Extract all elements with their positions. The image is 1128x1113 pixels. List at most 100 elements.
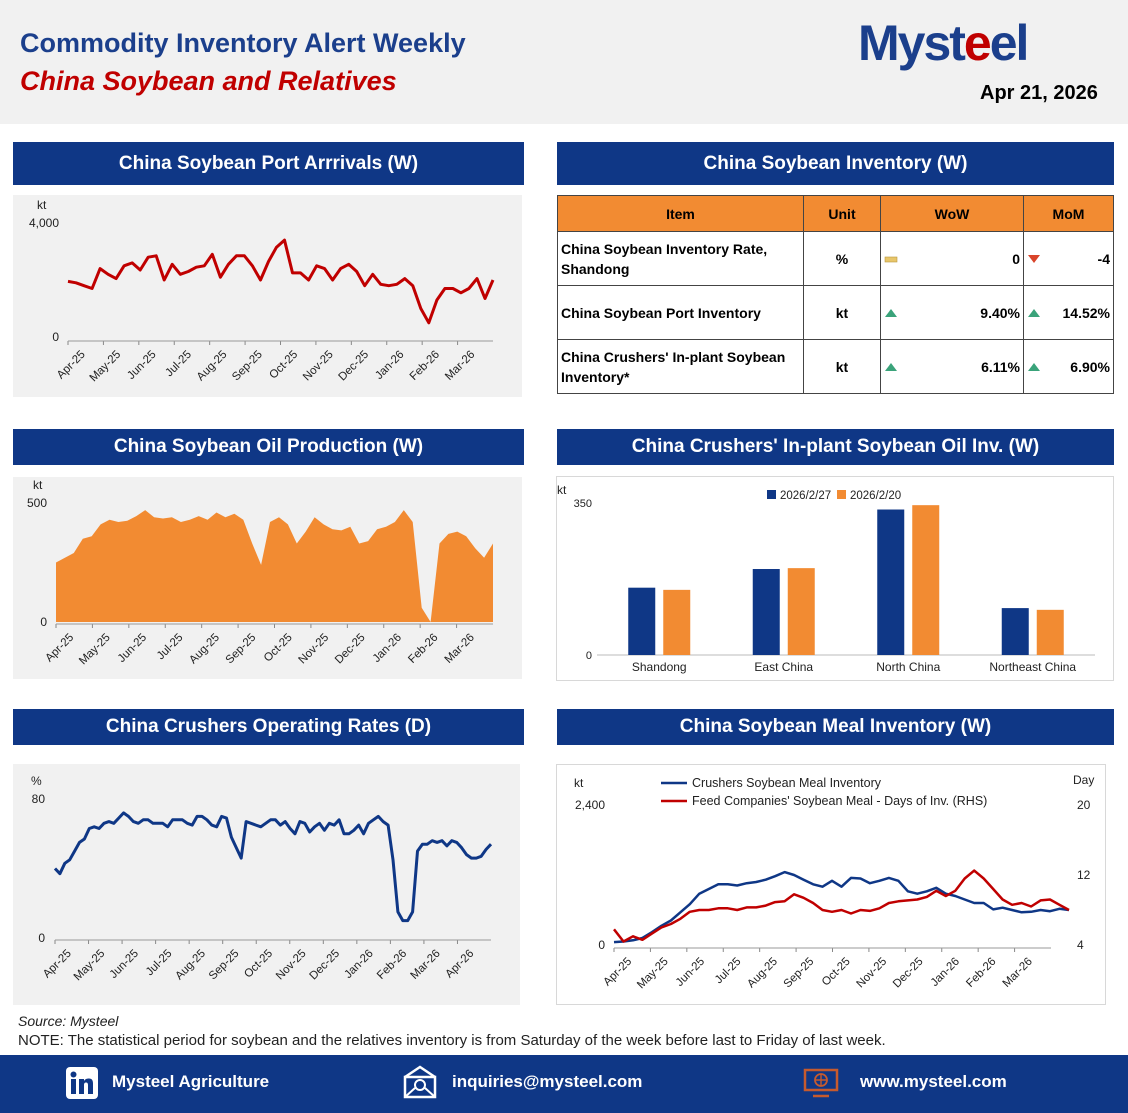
x-tick-label: Sep-25: [782, 956, 817, 991]
x-tick-label: Aug-25: [195, 349, 230, 384]
x-tick-label: Northeast China: [989, 660, 1076, 674]
meal-inventory-chart-panel: kt Day 0 2,400 4 12 20 Apr-25 May-25 Jun-25 Jul-25…: [556, 764, 1106, 1005]
wow-value: 9.40%: [980, 304, 1020, 321]
logo-part: el: [989, 15, 1030, 71]
y-tick-label: 80: [32, 792, 46, 806]
x-tick-label: Apr-25: [43, 632, 76, 665]
wow-value: 0: [1012, 250, 1020, 267]
footer-bar: Mysteel Agriculture inquiries@mysteel.co…: [0, 1055, 1128, 1113]
bar: [1036, 609, 1064, 655]
x-tick-label: Nov-25: [301, 349, 336, 384]
monitor-icon[interactable]: [803, 1068, 839, 1098]
item-cell: China Crushers' In-plant Soybean Invento…: [557, 339, 804, 394]
y-right-tick-label: 4: [1077, 938, 1084, 952]
y-tick-label: 2,400: [575, 798, 605, 812]
unit-cell: kt: [803, 285, 881, 340]
header-wow: WoW: [880, 195, 1024, 232]
line-series: [67, 238, 495, 325]
legend-swatch: [837, 490, 846, 499]
legend-label: Crushers Soybean Meal Inventory: [692, 776, 882, 790]
linkedin-icon[interactable]: [66, 1067, 98, 1099]
wow-cell: 6.11%: [880, 339, 1024, 394]
header-unit: Unit: [803, 195, 881, 232]
x-tick-label: East China: [754, 660, 813, 674]
trend-up-icon: [1028, 308, 1040, 317]
y-right-tick-label: 20: [1077, 798, 1091, 812]
operating-rates-chart-panel: % 0 80 Apr-25 May-25 Jun-25 Jul-25 Aug-25 Sep-25…: [13, 764, 520, 1005]
table-row: China Soybean Port Inventory kt 9.40% 14.52…: [557, 285, 1114, 340]
x-tick-label: Apr-25: [55, 349, 88, 382]
x-tick-label: Oct-25: [267, 349, 300, 382]
report-date: Apr 21, 2026: [980, 82, 1098, 104]
bar: [752, 569, 780, 655]
arrivals-chart: kt 0 4,000 Apr-25 May-25 Jun-25 Jul-25 Aug-25 Se…: [29, 198, 495, 385]
line-series: [613, 870, 1070, 944]
x-tick-label: Aug-25: [745, 956, 780, 991]
y-axis-label: kt: [557, 483, 567, 497]
note-text: NOTE: The statistical period for soybean…: [18, 1032, 886, 1049]
y-tick-label: 500: [27, 496, 47, 510]
x-tick-label: Mar-26: [443, 349, 477, 383]
meal-inventory-title: China Soybean Meal Inventory (W): [557, 709, 1114, 745]
mom-value: 14.52%: [1062, 304, 1110, 321]
website-link[interactable]: www.mysteel.com: [860, 1072, 1007, 1091]
x-tick-label: Apr-26: [443, 948, 476, 981]
line-series: [613, 869, 1070, 943]
mysteel-logo: Mysteel: [858, 14, 1030, 72]
arrivals-chart-panel: kt 0 4,000 Apr-25 May-25 Jun-25 Jul-25 Aug-25 Se…: [13, 195, 522, 397]
mom-value: -4: [1097, 250, 1110, 267]
x-tick-label: Mar-26: [1001, 956, 1035, 990]
bar: [877, 509, 905, 655]
meal-inventory-chart: kt Day 0 2,400 4 12 20 Apr-25 May-25 Jun-25 Jul-25…: [574, 773, 1094, 991]
x-tick-label: Jul-25: [144, 948, 175, 979]
y-tick-label: 0: [38, 931, 45, 945]
table-header-row: Item Unit WoW MoM: [557, 195, 1114, 232]
unit-cell: kt: [803, 339, 881, 394]
inventory-table: Item Unit WoW MoM China Soybean Inventor…: [557, 195, 1114, 394]
oil-production-title: China Soybean Oil Production (W): [13, 429, 524, 465]
inventory-table-title: China Soybean Inventory (W): [557, 142, 1114, 185]
report-subtitle: China Soybean and Relatives: [20, 66, 397, 96]
x-tick-label: Jan-26: [373, 349, 406, 382]
x-tick-label: May-25: [88, 349, 124, 385]
x-tick-label: Jul-25: [163, 349, 194, 380]
header-mom: MoM: [1023, 195, 1114, 232]
mom-value: 6.90%: [1070, 358, 1110, 375]
bar: [628, 587, 656, 655]
bar: [787, 568, 815, 655]
legend-swatch: [767, 490, 776, 499]
x-tick-label: Mar-26: [409, 948, 443, 982]
trend-up-icon: [1028, 362, 1040, 371]
legend-label: Feed Companies' Soybean Meal - Days of I…: [692, 794, 987, 808]
area-series: [56, 510, 493, 622]
operating-rates-title: China Crushers Operating Rates (D): [13, 709, 524, 745]
trend-flat-icon: [884, 256, 898, 262]
x-tick-label: Jan-26: [371, 632, 404, 665]
x-tick-label: Mar-26: [443, 632, 477, 666]
x-tick-label: Nov-25: [855, 956, 890, 991]
mom-cell: 6.90%: [1023, 339, 1114, 394]
legend-label: 2026/2/27: [780, 490, 831, 502]
x-tick-label: Nov-25: [274, 948, 309, 983]
y-tick-label: 4,000: [29, 216, 59, 230]
oil-inventory-chart: kt 0 350 Shandong East China North China North…: [557, 483, 1095, 674]
x-tick-label: Sep-25: [224, 632, 259, 667]
header-item: Item: [557, 195, 804, 232]
y-axis-label: kt: [37, 198, 47, 212]
linkedin-link[interactable]: Mysteel Agriculture: [112, 1072, 270, 1091]
oil-production-chart: kt 0 500 Apr-25 May-25 Jun-25 Jul-25 Aug-25 Sep-…: [27, 478, 493, 667]
x-tick-label: Nov-25: [297, 632, 332, 667]
y-tick-label: 0: [586, 650, 592, 662]
email-icon[interactable]: [403, 1065, 437, 1099]
report-header: Commodity Inventory Alert Weekly China S…: [0, 0, 1128, 124]
line-series: [53, 811, 493, 923]
legend-label: 2026/2/20: [850, 490, 901, 502]
x-tick-label: Feb-26: [964, 956, 998, 990]
x-tick-label: North China: [876, 660, 940, 674]
logo-part: Myst: [858, 15, 966, 71]
bar: [1001, 608, 1029, 655]
x-tick-label: Feb-26: [406, 632, 440, 666]
email-link[interactable]: inquiries@mysteel.com: [452, 1072, 643, 1091]
x-tick-label: Jun-25: [116, 632, 149, 665]
oil-inventory-chart-panel: kt 0 350 Shandong East China North China North…: [556, 476, 1114, 681]
